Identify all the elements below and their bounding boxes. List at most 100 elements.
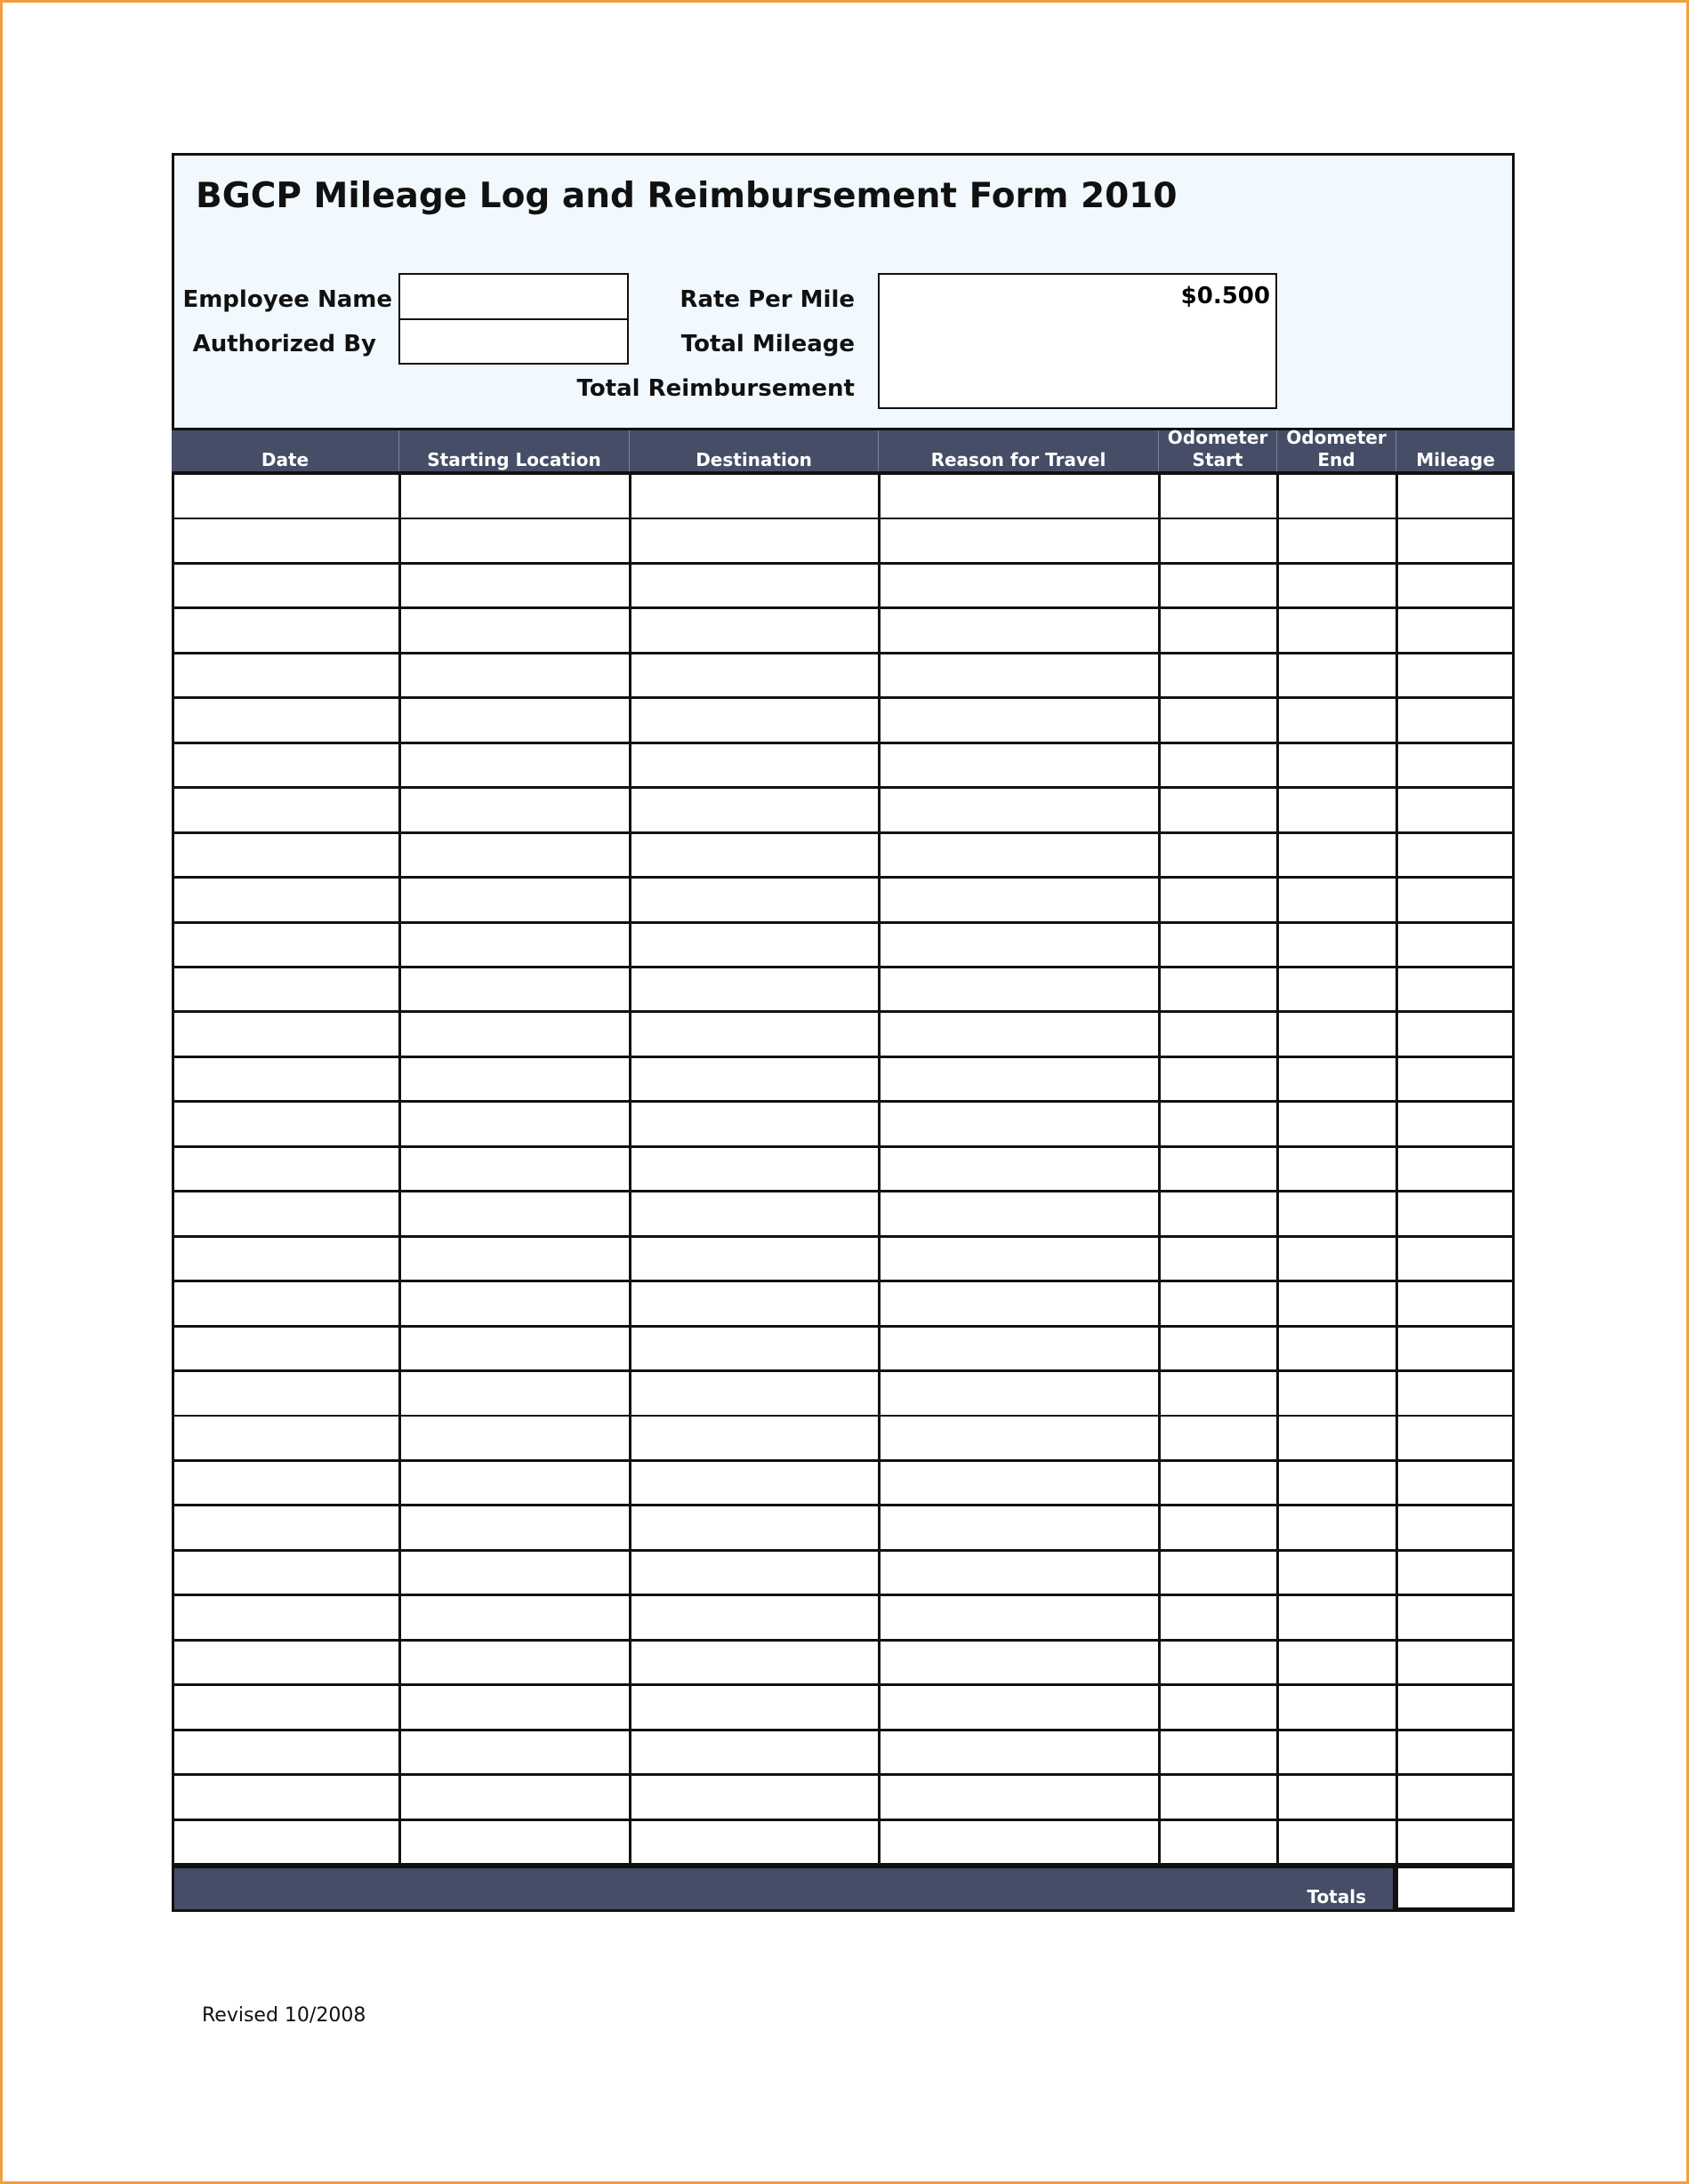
table-cell[interactable] <box>878 609 1161 654</box>
table-cell[interactable] <box>629 1551 881 1597</box>
table-cell[interactable] <box>878 1372 1161 1417</box>
table-cell[interactable] <box>172 1327 401 1373</box>
table-cell[interactable] <box>1395 1596 1515 1642</box>
table-cell[interactable] <box>1395 609 1515 654</box>
table-cell[interactable] <box>172 1057 401 1104</box>
table-cell[interactable] <box>172 743 401 790</box>
table-cell[interactable] <box>878 1820 1161 1866</box>
table-cell[interactable] <box>398 519 631 565</box>
table-cell[interactable] <box>398 1192 631 1238</box>
table-cell[interactable] <box>878 1596 1161 1642</box>
table-cell[interactable] <box>172 879 401 924</box>
table-cell[interactable] <box>398 879 631 924</box>
table-cell[interactable] <box>398 609 631 654</box>
table-cell[interactable] <box>1395 789 1515 834</box>
table-cell[interactable] <box>1276 1282 1398 1328</box>
table-cell[interactable] <box>629 564 881 610</box>
table-cell[interactable] <box>1158 1057 1279 1104</box>
table-cell[interactable] <box>1395 564 1515 610</box>
table-cell[interactable] <box>398 1506 631 1552</box>
table-cell[interactable] <box>1395 1372 1515 1417</box>
table-cell[interactable] <box>172 789 401 834</box>
totals-mileage-field[interactable] <box>1395 1866 1515 1912</box>
table-cell[interactable] <box>1276 743 1398 790</box>
table-cell[interactable] <box>878 743 1161 790</box>
table-cell[interactable] <box>1276 1641 1398 1687</box>
table-cell[interactable] <box>1395 833 1515 879</box>
table-cell[interactable] <box>878 1506 1161 1552</box>
table-cell[interactable] <box>398 1057 631 1104</box>
table-cell[interactable] <box>1276 1596 1398 1642</box>
table-cell[interactable] <box>1158 743 1279 790</box>
table-cell[interactable] <box>878 519 1161 565</box>
table-cell[interactable] <box>1158 968 1279 1014</box>
table-cell[interactable] <box>878 1417 1161 1462</box>
table-cell[interactable] <box>172 1417 401 1462</box>
table-cell[interactable] <box>398 833 631 879</box>
table-cell[interactable] <box>629 1237 881 1283</box>
table-cell[interactable] <box>172 609 401 654</box>
table-cell[interactable] <box>1395 968 1515 1014</box>
table-cell[interactable] <box>398 1417 631 1462</box>
rate-per-mile-field[interactable]: $0.500 <box>878 273 1277 320</box>
table-cell[interactable] <box>1395 1730 1515 1777</box>
table-cell[interactable] <box>172 1282 401 1328</box>
table-cell[interactable] <box>878 923 1161 968</box>
table-cell[interactable] <box>1276 1147 1398 1193</box>
table-cell[interactable] <box>1158 1372 1279 1417</box>
table-cell[interactable] <box>398 1686 631 1731</box>
table-cell[interactable] <box>629 1282 881 1328</box>
table-cell[interactable] <box>878 699 1161 744</box>
table-cell[interactable] <box>629 1372 881 1417</box>
table-cell[interactable] <box>172 1551 401 1597</box>
table-cell[interactable] <box>1395 1551 1515 1597</box>
table-cell[interactable] <box>398 699 631 744</box>
table-cell[interactable] <box>878 968 1161 1014</box>
table-cell[interactable] <box>398 654 631 700</box>
table-cell[interactable] <box>629 743 881 790</box>
table-cell[interactable] <box>398 923 631 968</box>
table-cell[interactable] <box>1276 1776 1398 1821</box>
table-cell[interactable] <box>629 699 881 744</box>
table-cell[interactable] <box>1276 968 1398 1014</box>
table-cell[interactable] <box>1395 475 1515 520</box>
table-cell[interactable] <box>172 699 401 744</box>
table-cell[interactable] <box>878 654 1161 700</box>
table-cell[interactable] <box>172 475 401 520</box>
table-cell[interactable] <box>1395 879 1515 924</box>
table-cell[interactable] <box>172 1820 401 1866</box>
table-cell[interactable] <box>878 1641 1161 1687</box>
table-cell[interactable] <box>1276 1506 1398 1552</box>
table-cell[interactable] <box>172 833 401 879</box>
table-cell[interactable] <box>878 1282 1161 1328</box>
table-cell[interactable] <box>172 1686 401 1731</box>
table-cell[interactable] <box>629 1417 881 1462</box>
table-cell[interactable] <box>1158 1551 1279 1597</box>
table-cell[interactable] <box>1395 1103 1515 1148</box>
table-cell[interactable] <box>398 1372 631 1417</box>
table-cell[interactable] <box>398 1730 631 1777</box>
table-cell[interactable] <box>878 475 1161 520</box>
table-cell[interactable] <box>172 1506 401 1552</box>
table-cell[interactable] <box>1158 1147 1279 1193</box>
table-cell[interactable] <box>398 743 631 790</box>
table-cell[interactable] <box>172 968 401 1014</box>
table-cell[interactable] <box>398 968 631 1014</box>
table-cell[interactable] <box>1276 1013 1398 1058</box>
table-cell[interactable] <box>398 1641 631 1687</box>
table-cell[interactable] <box>1158 1013 1279 1058</box>
table-cell[interactable] <box>878 1461 1161 1507</box>
table-cell[interactable] <box>1276 1057 1398 1104</box>
table-cell[interactable] <box>1158 1686 1279 1731</box>
table-cell[interactable] <box>878 1103 1161 1148</box>
table-cell[interactable] <box>629 1641 881 1687</box>
table-cell[interactable] <box>1158 1237 1279 1283</box>
table-cell[interactable] <box>629 609 881 654</box>
table-cell[interactable] <box>1158 879 1279 924</box>
table-cell[interactable] <box>398 789 631 834</box>
table-cell[interactable] <box>878 564 1161 610</box>
table-cell[interactable] <box>629 1327 881 1373</box>
table-cell[interactable] <box>172 1103 401 1148</box>
table-cell[interactable] <box>629 879 881 924</box>
table-cell[interactable] <box>398 1461 631 1507</box>
